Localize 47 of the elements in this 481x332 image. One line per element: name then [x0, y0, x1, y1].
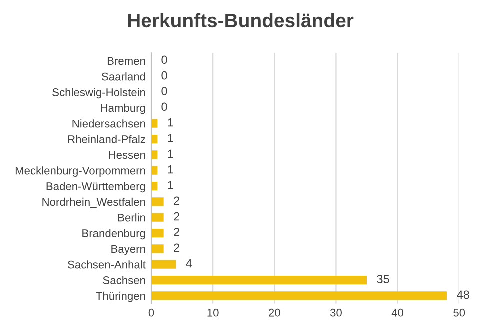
- bar: [152, 150, 158, 160]
- data-label: 1: [168, 118, 174, 127]
- y-tick-label: Berlin: [118, 214, 146, 222]
- x-tick-label: 0: [148, 308, 154, 317]
- y-tick-label: Mecklenburg-Vorpommern: [16, 166, 146, 177]
- y-tick-label: Bayern: [112, 245, 146, 256]
- x-tick-label: 50: [454, 308, 466, 317]
- y-tick-label: Sachsen: [103, 276, 146, 284]
- x-tick-label: 30: [330, 308, 342, 317]
- y-tick-label: Bremen: [108, 57, 146, 66]
- bar: [152, 198, 164, 206]
- data-label: 2: [174, 244, 180, 252]
- y-tick-label: Sachsen-Anhalt: [68, 260, 146, 269]
- data-label: 0: [162, 56, 168, 64]
- y-tick-label: Saarland: [102, 72, 146, 81]
- x-tick-label: 40: [392, 308, 404, 317]
- chart-title: Herkunfts-Bundesländer: [128, 13, 354, 28]
- x-tick-label: 20: [269, 308, 280, 317]
- y-tick-label: Hamburg: [101, 104, 146, 114]
- data-label: 2: [174, 212, 180, 221]
- y-tick-label: Brandenburg: [82, 229, 146, 240]
- data-label: 2: [174, 196, 180, 205]
- y-tick-label: Niedersachsen: [72, 120, 146, 128]
- data-label: 1: [168, 150, 174, 158]
- bar: [152, 292, 448, 300]
- bar: [152, 244, 164, 254]
- y-tick-label: Rheinland-Pfalz: [68, 135, 146, 144]
- data-label: 1: [168, 181, 174, 190]
- y-tick-label: Thüringen: [96, 292, 146, 302]
- y-tick-label: Baden-Württemberg: [46, 182, 146, 193]
- data-label: 0: [162, 71, 168, 80]
- data-label: 0: [162, 102, 168, 112]
- data-label: 4: [186, 260, 192, 268]
- data-label: 0: [162, 87, 168, 96]
- x-tick-label: 10: [208, 308, 219, 317]
- data-label: 2: [174, 228, 180, 236]
- bar: [152, 213, 164, 222]
- bar: [152, 260, 176, 269]
- y-tick-label: Hessen: [109, 151, 146, 160]
- data-label: 35: [377, 275, 390, 284]
- data-label: 1: [168, 166, 174, 174]
- bar: [152, 228, 164, 238]
- bar: [152, 276, 368, 285]
- data-label: 1: [168, 134, 174, 142]
- y-tick-label: Schleswig-Holstein: [52, 88, 146, 99]
- y-tick-label: Nordrhein_Westfalen: [42, 198, 146, 208]
- data-label: 48: [457, 290, 470, 300]
